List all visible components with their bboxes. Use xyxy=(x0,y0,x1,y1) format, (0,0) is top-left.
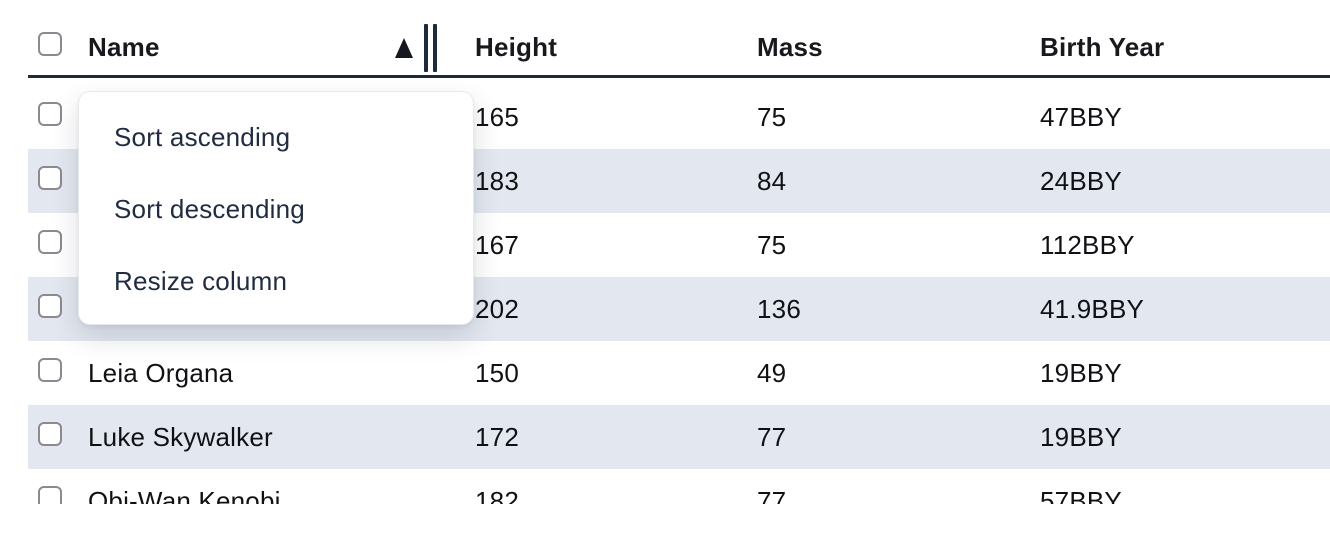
cell-mass: 136 xyxy=(757,277,1040,341)
cell-mass: 84 xyxy=(757,149,1040,213)
cell-birth-year: 19BBY xyxy=(1040,341,1330,405)
column-header-mass[interactable]: Mass xyxy=(757,20,1040,78)
cell-height: 165 xyxy=(475,78,757,149)
cell-name: Luke Skywalker xyxy=(88,405,475,469)
cell-mass: 75 xyxy=(757,213,1040,277)
cell-height: 172 xyxy=(475,405,757,469)
menu-item-resize-column[interactable]: Resize column xyxy=(114,265,288,296)
column-context-menu: Sort ascending Sort descending Resize co… xyxy=(78,91,474,325)
cell-mass: 77 xyxy=(757,405,1040,469)
menu-item-sort-descending[interactable]: Sort descending xyxy=(114,193,305,224)
menu-item-sort-ascending[interactable]: Sort ascending xyxy=(114,121,291,152)
cell-height: 167 xyxy=(475,213,757,277)
table-row: 167 75 112BBY xyxy=(28,213,1330,277)
cell-height: 202 xyxy=(475,277,757,341)
header-row: Name Height Mass Birth Year xyxy=(28,20,1330,78)
table-row: Obi-Wan Kenobi 182 77 57BBY xyxy=(28,469,1330,504)
row-checkbox[interactable] xyxy=(38,485,62,504)
column-header-name-label: Name xyxy=(88,32,160,62)
table-row: Leia Organa 150 49 19BBY xyxy=(28,341,1330,405)
cell-height: 183 xyxy=(475,149,757,213)
cell-birth-year: 57BBY xyxy=(1040,469,1330,504)
cell-mass: 49 xyxy=(757,341,1040,405)
cell-mass: 77 xyxy=(757,469,1040,504)
row-checkbox[interactable] xyxy=(38,357,62,382)
cell-birth-year: 41.9BBY xyxy=(1040,277,1330,341)
row-checkbox[interactable] xyxy=(38,165,62,190)
cell-mass: 75 xyxy=(757,78,1040,149)
column-header-height[interactable]: Height xyxy=(475,20,757,78)
cell-birth-year: 47BBY xyxy=(1040,78,1330,149)
column-resize-handle-icon[interactable] xyxy=(424,23,437,72)
cell-birth-year: 112BBY xyxy=(1040,213,1330,277)
row-checkbox[interactable] xyxy=(38,229,62,254)
sort-ascending-icon xyxy=(395,37,413,58)
cell-name: Obi-Wan Kenobi xyxy=(88,469,475,504)
select-all-header-cell xyxy=(28,20,88,78)
row-checkbox[interactable] xyxy=(38,293,62,318)
column-header-name[interactable]: Name xyxy=(88,20,475,78)
cell-birth-year: 19BBY xyxy=(1040,405,1330,469)
select-all-checkbox[interactable] xyxy=(38,32,62,56)
cell-height: 182 xyxy=(475,469,757,504)
table-row: Luke Skywalker 172 77 19BBY xyxy=(28,405,1330,469)
cell-height: 150 xyxy=(475,341,757,405)
column-header-birth-year[interactable]: Birth Year xyxy=(1040,20,1330,78)
row-checkbox[interactable] xyxy=(38,421,62,446)
cell-name: Leia Organa xyxy=(88,341,475,405)
cell-birth-year: 24BBY xyxy=(1040,149,1330,213)
row-checkbox[interactable] xyxy=(38,101,62,126)
